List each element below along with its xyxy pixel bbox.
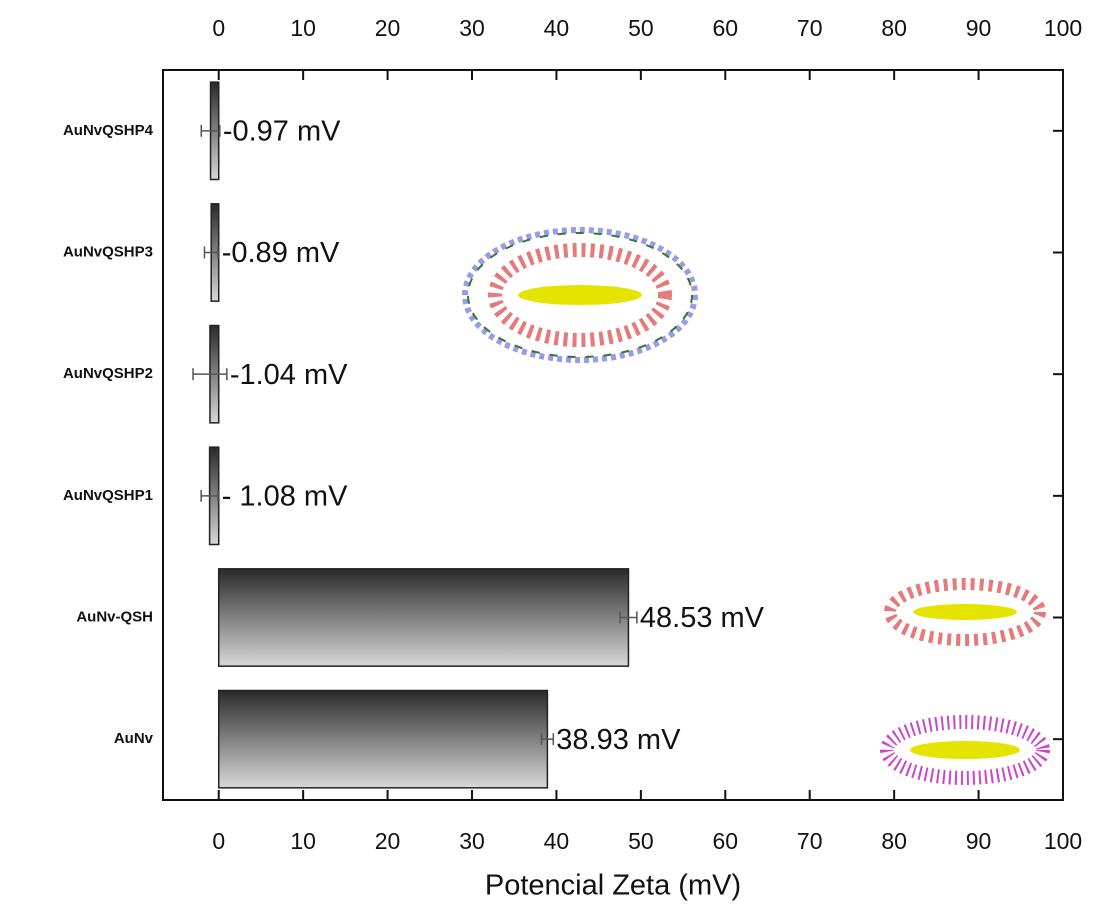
- bar: [217, 689, 549, 789]
- x-tick-label-top: 0: [212, 15, 225, 41]
- value-label: 38.93 mV: [556, 724, 681, 756]
- x-tick-label: 50: [628, 828, 654, 854]
- x-tick-label-top: 80: [881, 15, 907, 41]
- x-tick-label: 80: [881, 828, 907, 854]
- y-tick-label: AuNvQSHP2: [63, 365, 153, 382]
- illustration-large: [462, 227, 698, 363]
- y-tick-label: AuNv: [114, 730, 154, 747]
- x-tick-label: 30: [459, 828, 485, 854]
- illustration-aunv: [880, 715, 1050, 785]
- x-tick-label-top: 10: [290, 15, 316, 41]
- x-tick-label: 60: [712, 828, 738, 854]
- x-tick-label-top: 50: [628, 15, 654, 41]
- x-tick-label: 10: [290, 828, 316, 854]
- x-tick-label: 0: [212, 828, 225, 854]
- x-tick-label-top: 60: [712, 15, 738, 41]
- x-tick-label-top: 90: [966, 15, 992, 41]
- x-tick-label: 100: [1044, 828, 1082, 854]
- plot-frame: [162, 69, 1064, 801]
- bar: [217, 568, 630, 667]
- value-label: 48.53 mV: [640, 602, 765, 634]
- value-label: -1.04 mV: [230, 359, 348, 391]
- y-tick-label: AuNvQSHP3: [63, 243, 153, 260]
- value-label: - 1.08 mV: [222, 480, 348, 512]
- y-tick-label: AuNvQSHP4: [63, 122, 154, 139]
- x-tick-label-top: 30: [459, 15, 485, 41]
- x-tick-label: 70: [797, 828, 823, 854]
- value-label: -0.97 mV: [223, 115, 341, 147]
- illustration-qsh: [884, 578, 1046, 646]
- x-tick-label-top: 40: [544, 15, 570, 41]
- value-label: -0.89 mV: [222, 237, 340, 269]
- y-tick-label: AuNvQSHP1: [63, 487, 153, 504]
- x-tick-label: 20: [375, 828, 401, 854]
- x-tick-label-top: 70: [797, 15, 823, 41]
- x-axis-title: Potencial Zeta (mV): [485, 870, 741, 902]
- y-tick-label: AuNv-QSH: [76, 608, 153, 625]
- x-tick-label: 90: [966, 828, 992, 854]
- x-tick-label-top: 100: [1044, 15, 1082, 41]
- x-tick-label-top: 20: [375, 15, 401, 41]
- x-tick-label: 40: [544, 828, 570, 854]
